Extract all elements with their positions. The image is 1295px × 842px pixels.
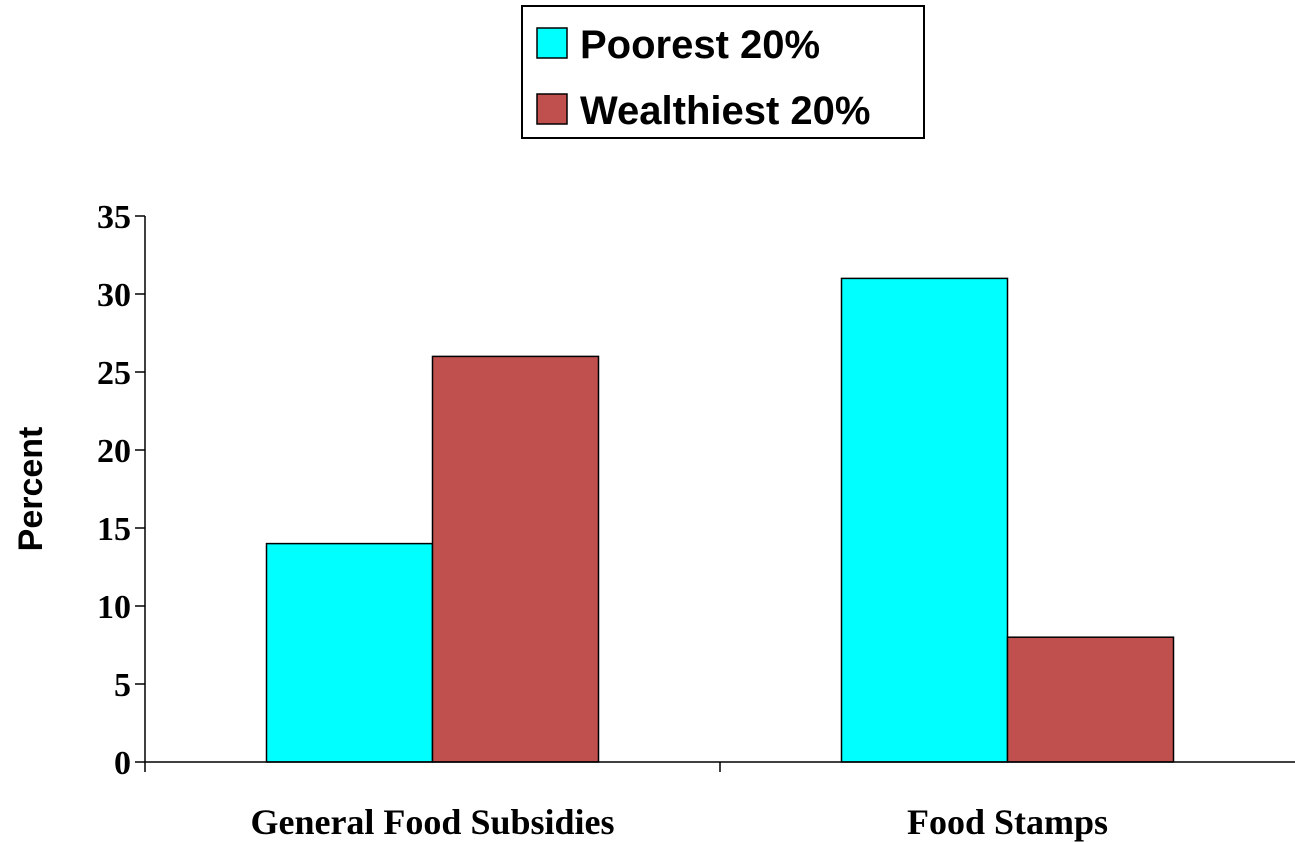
legend-swatch-poorest bbox=[536, 27, 568, 59]
y-tick-label: 25 bbox=[97, 355, 131, 392]
legend-label-poorest: Poorest 20% bbox=[580, 23, 820, 67]
bar-wealthiest-1 bbox=[1006, 636, 1175, 763]
x-category-label: Food Stamps bbox=[907, 802, 1108, 842]
y-tick-label: 30 bbox=[97, 277, 131, 314]
y-tick-label: 20 bbox=[97, 433, 131, 470]
y-tick-label: 5 bbox=[114, 667, 131, 704]
bar-poorest-1 bbox=[840, 277, 1009, 763]
y-axis: 0 5 10 15 20 25 30 35 bbox=[97, 199, 146, 782]
legend-label-wealthiest: Wealthiest 20% bbox=[580, 89, 871, 133]
y-tick-label: 10 bbox=[97, 589, 131, 626]
x-category-label: General Food Subsidies bbox=[250, 802, 614, 842]
bar-wealthiest-0 bbox=[431, 355, 600, 763]
legend-swatch-wealthiest bbox=[536, 93, 568, 125]
x-axis: General Food Subsidies Food Stamps bbox=[144, 761, 1295, 842]
y-tick-label: 35 bbox=[97, 199, 131, 236]
y-tick-label: 15 bbox=[97, 511, 131, 548]
bar-poorest-0 bbox=[265, 542, 434, 763]
legend-box bbox=[521, 5, 925, 139]
y-tick-label: 0 bbox=[114, 745, 131, 782]
legend: Poorest 20% Wealthiest 20% bbox=[521, 5, 925, 139]
bars-group bbox=[265, 277, 1175, 763]
y-axis-title: Percent bbox=[12, 427, 50, 552]
